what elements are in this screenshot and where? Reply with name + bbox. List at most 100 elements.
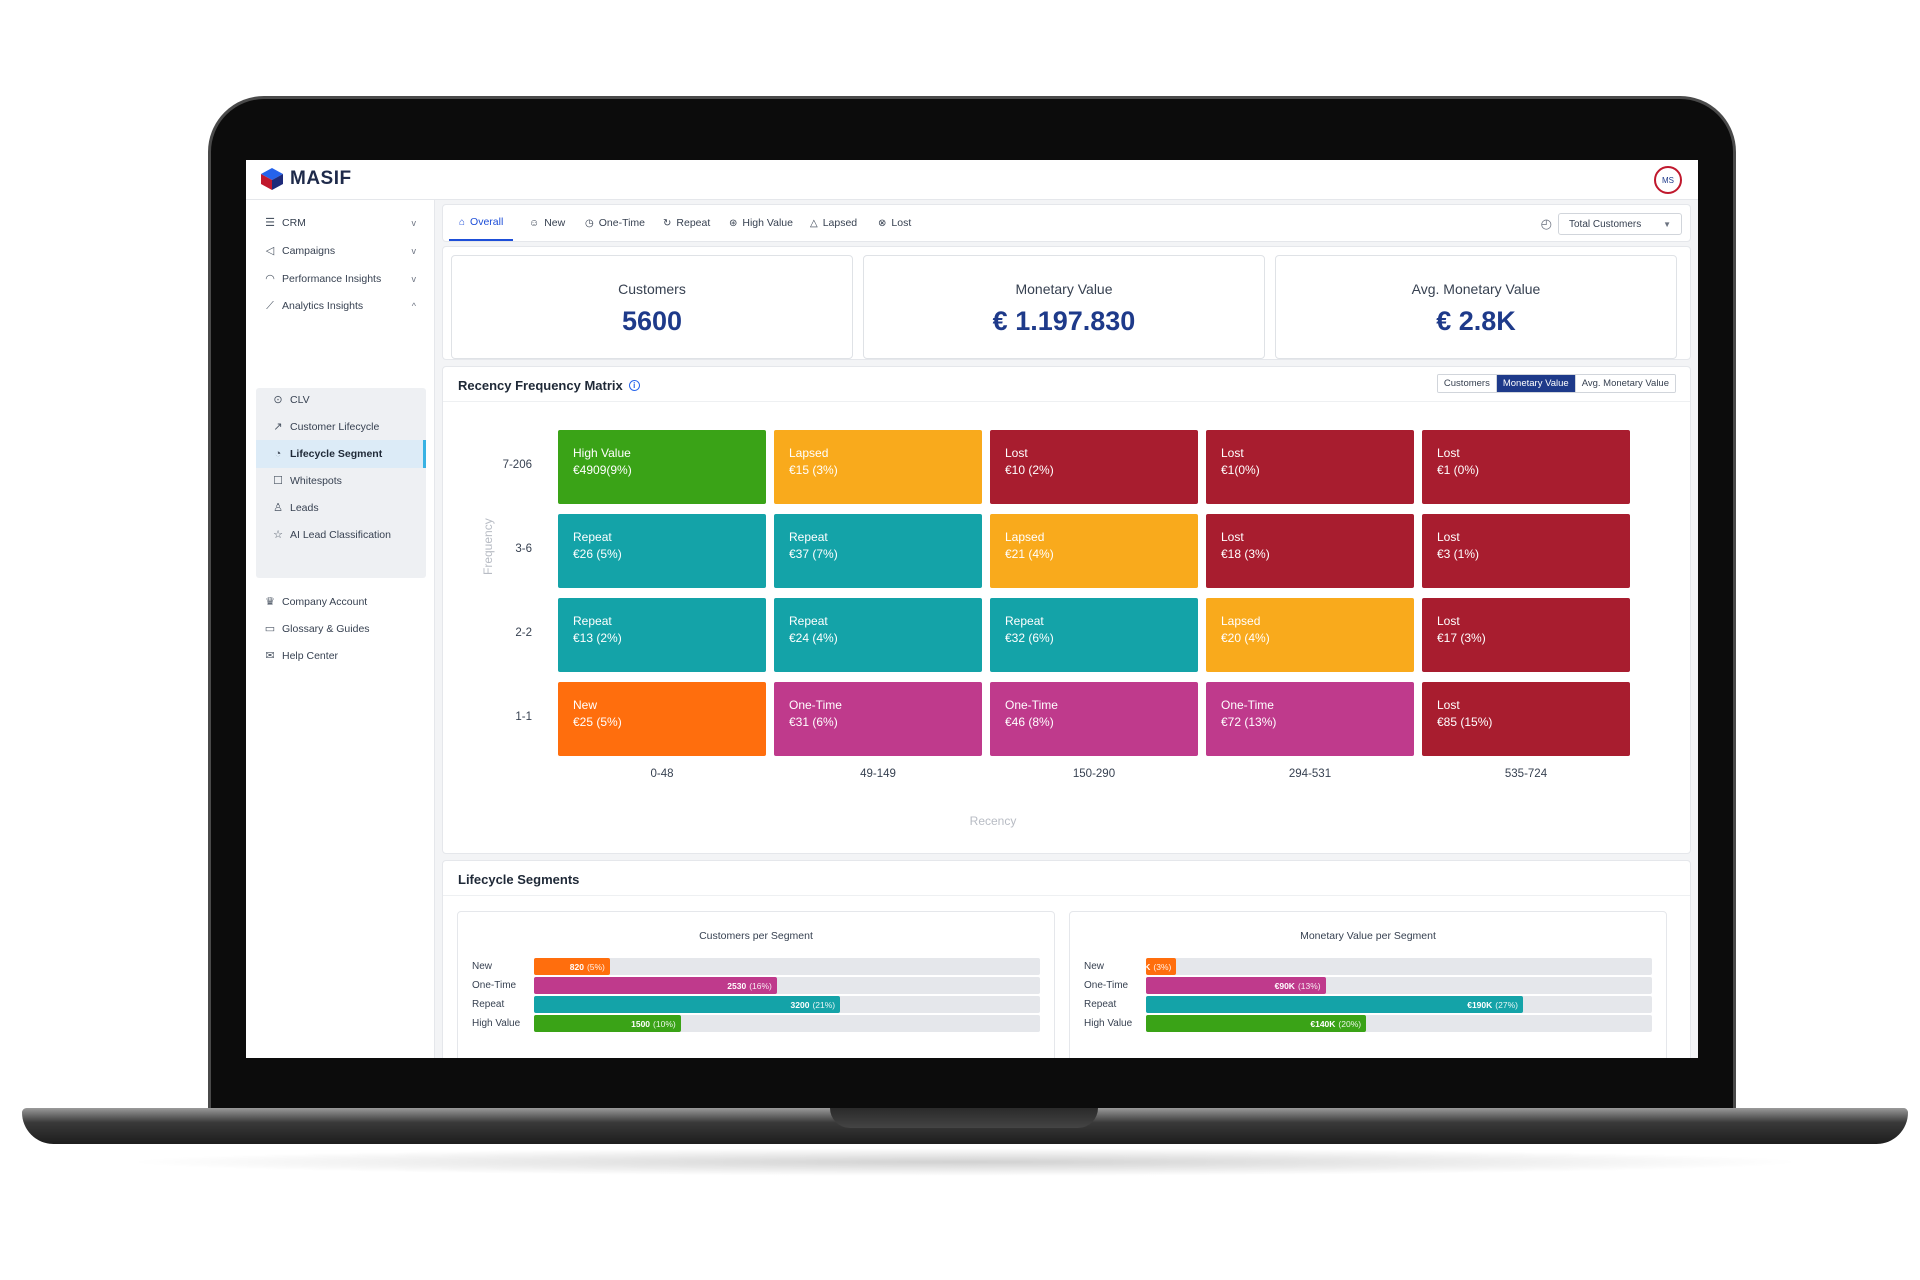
sidebar-item-leads[interactable]: ♙ Leads xyxy=(256,494,426,522)
y-axis-label: Frequency xyxy=(481,518,495,575)
matrix-cell[interactable]: Lost €18 (3%) xyxy=(1206,514,1414,588)
matrix-cell[interactable]: Lapsed €20 (4%) xyxy=(1206,598,1414,672)
lifecycle-segments-card: Lifecycle Segments Customers per Segment… xyxy=(442,860,1691,1058)
matrix-cell[interactable]: One-Time €72 (13%) xyxy=(1206,682,1414,756)
sidebar-item-campaigns[interactable]: ◁ Campaigns v xyxy=(264,241,424,261)
matrix-cell-segment: One-Time xyxy=(789,698,842,712)
matrix-cell[interactable]: New €25 (5%) xyxy=(558,682,766,756)
toggle-customers[interactable]: Customers xyxy=(1437,375,1496,392)
tab-lapsed[interactable]: △ Lapsed xyxy=(800,205,867,241)
matrix-cell-segment: Repeat xyxy=(789,530,828,544)
bar-fill[interactable]: 1500 (10%) xyxy=(534,1015,681,1032)
sidebar-item-lifecycle-segment[interactable]: ◔ Lifecycle Segment xyxy=(256,440,426,468)
matrix-cell[interactable]: Repeat €13 (2%) xyxy=(558,598,766,672)
bar-fill[interactable]: €20K (3%) xyxy=(1130,958,1177,975)
y-tick-label: 2-2 xyxy=(515,627,532,639)
logo[interactable]: MASIF xyxy=(260,167,352,191)
bar-percent: (3%) xyxy=(1153,961,1172,972)
matrix-cell[interactable]: High Value €4909(9%) xyxy=(558,430,766,504)
bar-row: Repeat €190K (27%) xyxy=(1084,996,1664,1014)
x-tick-label: 294-531 xyxy=(1288,768,1332,780)
matrix-cell-value: €3 (1%) xyxy=(1437,547,1480,561)
chevron-down-icon: ▼ xyxy=(1663,219,1671,229)
bar-row: High Value €140K (20%) xyxy=(1084,1015,1664,1033)
sidebar-item-customer-lifecycle[interactable]: ↗ Customer Lifecycle xyxy=(256,413,426,441)
sidebar-item-ai-lead-classification[interactable]: ☆ AI Lead Classification xyxy=(256,521,426,549)
sidebar-item-clv[interactable]: ⊙ CLV xyxy=(256,386,426,414)
sidebar-item-performance-insights[interactable]: ◠ Performance Insights v xyxy=(264,269,424,289)
matrix-cell-segment: One-Time xyxy=(1221,698,1274,712)
toggle-monetary-value[interactable]: Monetary Value xyxy=(1495,375,1575,392)
bar-percent: (10%) xyxy=(653,1018,676,1029)
tab-new[interactable]: ☺ New xyxy=(519,205,575,241)
matrix-cell[interactable]: Lost €10 (2%) xyxy=(990,430,1198,504)
history-icon[interactable]: ◴ xyxy=(1540,216,1552,231)
x-tick-label: 49-149 xyxy=(860,768,896,780)
sidebar-item-crm[interactable]: ☰ CRM v xyxy=(264,213,424,233)
bar-fill[interactable]: €140K (20%) xyxy=(1146,1015,1367,1032)
sidebar-item-whitespots[interactable]: ☐ Whitespots xyxy=(256,467,426,495)
kpi-value: € 2.8K xyxy=(1436,306,1516,336)
matrix-cell-value: €18 (3%) xyxy=(1221,547,1270,561)
tab-high-value[interactable]: ⊛ High Value xyxy=(719,205,803,241)
user-avatar[interactable]: MS xyxy=(1654,166,1682,194)
toggle-avg-monetary-value[interactable]: Avg. Monetary Value xyxy=(1574,375,1675,392)
sidebar-item-label: Analytics Insights xyxy=(282,300,364,312)
user-icon: ♙ xyxy=(273,502,283,514)
matrix-cell-value: €1 (0%) xyxy=(1437,463,1480,477)
matrix-cell-segment: Lost xyxy=(1437,698,1460,712)
y-tick-label: 7-206 xyxy=(502,459,532,471)
tab-label: Overall xyxy=(470,216,504,228)
kpi-card-avg-monetary-value: Avg. Monetary Value € 2.8K xyxy=(1275,255,1677,359)
matrix-cell-segment: Lapsed xyxy=(789,446,829,460)
matrix-cell-segment: Lost xyxy=(1437,530,1460,544)
sidebar-item-label: Lifecycle Segment xyxy=(290,448,383,460)
sidebar-item-help-center[interactable]: ✉ Help Center xyxy=(264,646,424,666)
bar-fill[interactable]: €190K (27%) xyxy=(1146,996,1523,1013)
matrix-cell[interactable]: Repeat €26 (5%) xyxy=(558,514,766,588)
square-icon: ☐ xyxy=(273,475,283,487)
matrix-cell[interactable]: Lost €17 (3%) xyxy=(1422,598,1630,672)
matrix-cell[interactable]: One-Time €31 (6%) xyxy=(774,682,982,756)
laptop-notch xyxy=(830,1108,1098,1128)
mail-icon: ✉ xyxy=(265,650,275,662)
matrix-cell[interactable]: Lost €85 (15%) xyxy=(1422,682,1630,756)
matrix-cell[interactable]: Repeat €32 (6%) xyxy=(990,598,1198,672)
main-content: ⌂ Overall ☺ New ◷ One-Time ↻ Repeat ⊛ Hi… xyxy=(442,204,1691,1058)
matrix-cell[interactable]: One-Time €46 (8%) xyxy=(990,682,1198,756)
bar-fill[interactable]: 820 (5%) xyxy=(534,958,610,975)
bar-track: €140K (20%) xyxy=(1146,1015,1652,1032)
matrix-cell[interactable]: Repeat €24 (4%) xyxy=(774,598,982,672)
matrix-cell[interactable]: Repeat €37 (7%) xyxy=(774,514,982,588)
sidebar-item-label: Customer Lifecycle xyxy=(290,421,380,433)
warning-icon: △ xyxy=(810,217,818,229)
metric-select[interactable]: Total Customers ▼ xyxy=(1558,213,1682,235)
bar-fill[interactable]: 3200 (21%) xyxy=(534,996,841,1013)
sidebar-item-company-account[interactable]: ♛ Company Account xyxy=(264,592,424,612)
app-screen: MASIF MS ☰ CRM v ◁ Campaigns v ◠ Perform… xyxy=(246,160,1698,1058)
matrix-cell[interactable]: Lapsed €15 (3%) xyxy=(774,430,982,504)
matrix-cell-segment: Repeat xyxy=(789,614,828,628)
matrix-cell-value: €37 (7%) xyxy=(789,547,838,561)
sidebar-item-analytics-insights[interactable]: ⟋ Analytics Insights ^ xyxy=(264,296,424,316)
analytics-subnav: ⊙ CLV ↗ Customer Lifecycle ◔ Lifecycle S… xyxy=(256,388,426,578)
matrix-cell-value: €24 (4%) xyxy=(789,631,838,645)
tab-overall[interactable]: ⌂ Overall xyxy=(449,205,514,241)
info-icon[interactable]: i xyxy=(628,380,640,391)
sidebar-item-label: Glossary & Guides xyxy=(282,623,370,635)
sidebar-item-glossary-guides[interactable]: ▭ Glossary & Guides xyxy=(264,619,424,639)
tab-lost[interactable]: ⊗ Lost xyxy=(868,205,921,241)
bar-fill[interactable]: €90K (13%) xyxy=(1146,977,1326,994)
matrix-cell[interactable]: Lost €3 (1%) xyxy=(1422,514,1630,588)
bar-fill[interactable]: 2530 (16%) xyxy=(534,977,777,994)
bar-label: New xyxy=(1084,961,1105,972)
matrix-cell[interactable]: Lost €1(0%) xyxy=(1206,430,1414,504)
tab-one-time[interactable]: ◷ One-Time xyxy=(575,205,655,241)
kpi-value: € 1.197.830 xyxy=(992,306,1136,336)
matrix-cell[interactable]: Lapsed €21 (4%) xyxy=(990,514,1198,588)
matrix-cell[interactable]: Lost €1 (0%) xyxy=(1422,430,1630,504)
tab-repeat[interactable]: ↻ Repeat xyxy=(653,205,720,241)
matrix-cell-value: €46 (8%) xyxy=(1005,715,1054,729)
bar-track: 1500 (10%) xyxy=(534,1015,1040,1032)
bar-track: €20K (3%) xyxy=(1130,958,1652,975)
